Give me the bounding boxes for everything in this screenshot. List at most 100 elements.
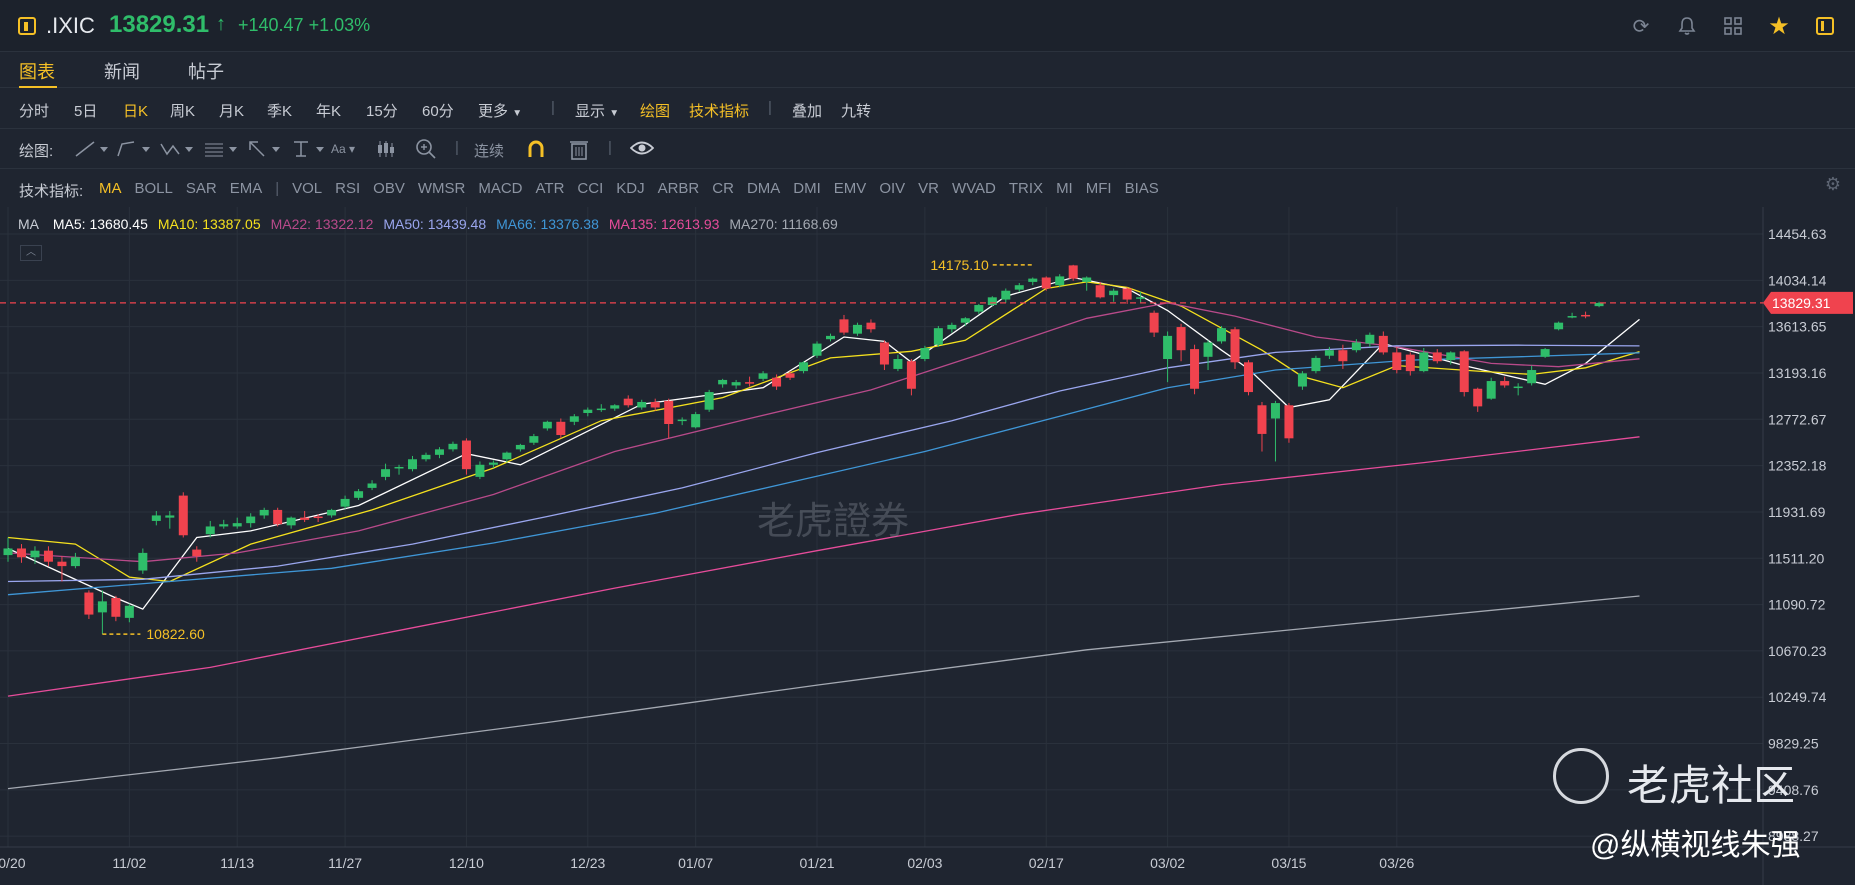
zoom-in-icon[interactable] — [415, 138, 437, 160]
indicator-cr[interactable]: CR — [712, 180, 734, 197]
indicators-toggle[interactable]: 技术指标 — [689, 103, 750, 120]
refresh-icon[interactable]: ⟳ — [1632, 15, 1650, 38]
candle-down — [43, 550, 53, 562]
indicator-vr[interactable]: VR — [918, 180, 939, 197]
candle-down — [1378, 335, 1388, 353]
candle-down — [1122, 288, 1132, 300]
ma-legend-items: MA5: 13680.45 MA10: 13387.05 MA22: 13322.1… — [53, 216, 848, 232]
period-intraday[interactable]: 分时 — [19, 103, 50, 120]
indicator-ma[interactable]: MA — [99, 180, 122, 197]
period-15min[interactable]: 15分 — [366, 103, 398, 120]
indicator-dma[interactable]: DMA — [746, 180, 781, 197]
arrow-tool-icon[interactable] — [246, 140, 282, 158]
indicator-atr[interactable]: ATR — [535, 180, 565, 197]
candle-style-icon[interactable] — [376, 139, 396, 159]
indicator-kdj[interactable]: KDJ — [616, 180, 645, 197]
candle-up — [933, 328, 943, 345]
candle-up — [434, 449, 444, 455]
candle-up — [1540, 349, 1550, 357]
indicator-vol[interactable]: VOL — [292, 180, 323, 197]
period-5day[interactable]: 5日 — [74, 103, 98, 120]
indicator-rsi[interactable]: RSI — [335, 180, 361, 197]
period-daily[interactable]: 日K — [123, 103, 149, 120]
indicator-wmsr[interactable]: WMSR — [417, 180, 466, 197]
period-monthly[interactable]: 月K — [219, 103, 245, 120]
collapse-legend-button[interactable]: ︿ — [20, 245, 42, 261]
x-tick-label: 12/10 — [449, 855, 484, 871]
chart-area[interactable]: 14454.63 14034.14 13613.65 13193.16 12772.67… — [0, 207, 1855, 885]
symbol-icon[interactable] — [18, 17, 36, 35]
eye-icon[interactable] — [630, 140, 654, 156]
period-yearly[interactable]: 年K — [316, 103, 342, 120]
candle-up — [367, 483, 377, 488]
indicator-dmi[interactable]: DMI — [793, 180, 821, 197]
candle-up — [1082, 277, 1092, 282]
text-tool-icon[interactable]: Aa ▾ — [331, 142, 356, 156]
continuous-toggle[interactable]: 连续 — [474, 143, 505, 160]
grid-icon[interactable] — [1721, 14, 1745, 38]
indicator-obv[interactable]: OBV — [373, 180, 405, 197]
indicator-trix[interactable]: TRIX — [1008, 180, 1044, 197]
polyline-tool-icon[interactable] — [116, 140, 152, 158]
display-dropdown[interactable]: 显示 ▼ — [575, 100, 619, 121]
ma-line-ma5 — [7, 276, 1640, 610]
candle-up — [1136, 297, 1146, 299]
period-more-dropdown[interactable]: 更多 ▼ — [478, 100, 522, 121]
indicator-macd[interactable]: MACD — [478, 180, 523, 197]
indicator-mi[interactable]: MI — [1056, 180, 1073, 197]
y-tick-label: 11090.72 — [1768, 597, 1826, 613]
x-tick-label: 12/23 — [570, 855, 605, 871]
candlestick-chart[interactable]: 14454.63 14034.14 13613.65 13193.16 12772.67… — [0, 207, 1855, 885]
period-60min[interactable]: 60分 — [422, 103, 454, 120]
wave-tool-icon[interactable] — [159, 140, 195, 158]
magnet-icon[interactable] — [526, 139, 546, 159]
y-tick-label: 13613.65 — [1768, 319, 1827, 335]
bell-icon[interactable] — [1675, 14, 1699, 38]
measure-tool-icon[interactable] — [290, 140, 326, 158]
indicator-cci[interactable]: CCI — [577, 180, 604, 197]
period-quarterly[interactable]: 季K — [267, 103, 293, 120]
nine-turn-button[interactable]: 九转 — [841, 103, 872, 120]
indicator-mfi[interactable]: MFI — [1085, 180, 1112, 197]
tab-posts[interactable]: 帖子 — [188, 62, 224, 82]
candle-up — [1486, 381, 1496, 399]
period-weekly[interactable]: 周K — [170, 103, 196, 120]
draw-toggle[interactable]: 绘图 — [640, 103, 671, 120]
settings-gear-icon[interactable]: ⚙ — [1824, 174, 1841, 194]
line-tool-icon[interactable] — [74, 140, 110, 158]
candle-down — [906, 361, 916, 389]
x-tick-label: 03/26 — [1379, 855, 1414, 871]
candle-up — [704, 392, 714, 410]
candle-up — [542, 421, 552, 429]
tab-news[interactable]: 新闻 — [104, 62, 140, 82]
candle-up — [1217, 328, 1227, 342]
y-tick-label: 8988.27 — [1768, 828, 1819, 844]
sidebar-icon[interactable] — [1813, 14, 1837, 38]
indicator-bias[interactable]: BIAS — [1124, 180, 1159, 197]
top-bar: .IXIC 13829.31 ↑ +140.47 +1.03% ⟳ ★ — [0, 0, 1855, 52]
tab-chart[interactable]: 图表 — [19, 62, 55, 82]
ma-line-ma50 — [7, 344, 1640, 583]
x-tick-label: 01/21 — [799, 855, 834, 871]
brand-watermark: 老虎社区 — [1627, 762, 1796, 809]
indicator-emv[interactable]: EMV — [833, 180, 867, 197]
indicator-wvad[interactable]: WVAD — [952, 180, 996, 197]
x-tick-label: 02/17 — [1029, 855, 1064, 871]
candle-up — [97, 601, 107, 613]
indicator-arbr[interactable]: ARBR — [657, 180, 700, 197]
candle-up — [1014, 285, 1024, 290]
candle-up — [731, 382, 741, 386]
overlay-button[interactable]: 叠加 — [792, 103, 823, 120]
star-icon[interactable]: ★ — [1768, 12, 1790, 40]
y-tick-label: 10249.74 — [1768, 689, 1827, 705]
candle-down — [313, 516, 323, 519]
delete-icon[interactable] — [569, 138, 589, 160]
candle-up — [852, 324, 862, 334]
x-tick-label: 11/02 — [112, 855, 146, 871]
candle-up — [448, 443, 458, 450]
fib-tool-icon[interactable] — [203, 140, 239, 158]
indicator-oiv[interactable]: OIV — [879, 180, 906, 197]
indicator-ema[interactable]: EMA — [229, 180, 263, 197]
indicator-boll[interactable]: BOLL — [134, 180, 173, 197]
indicator-sar[interactable]: SAR — [185, 180, 217, 197]
